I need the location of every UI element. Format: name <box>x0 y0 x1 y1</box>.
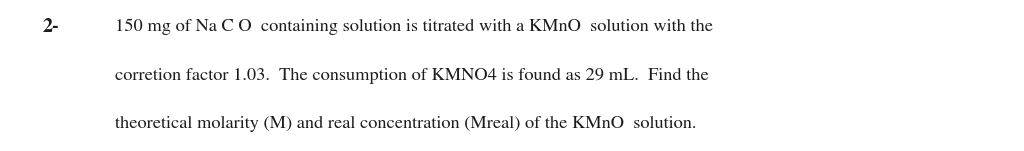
Text: corretion factor 1.03.  The consumption of KMNO4 is found as 29 mL.  Find the: corretion factor 1.03. The consumption o… <box>115 67 709 84</box>
Text: theoretical molarity (M) and real concentration (Mreal) of the KMnO₄ solution.: theoretical molarity (M) and real concen… <box>115 116 696 132</box>
Text: 150 mg of Na₂C₂O₄ containing solution is titrated with a KMnO₄ solution with the: 150 mg of Na₂C₂O₄ containing solution is… <box>115 19 713 35</box>
Text: 2-: 2- <box>43 18 59 36</box>
